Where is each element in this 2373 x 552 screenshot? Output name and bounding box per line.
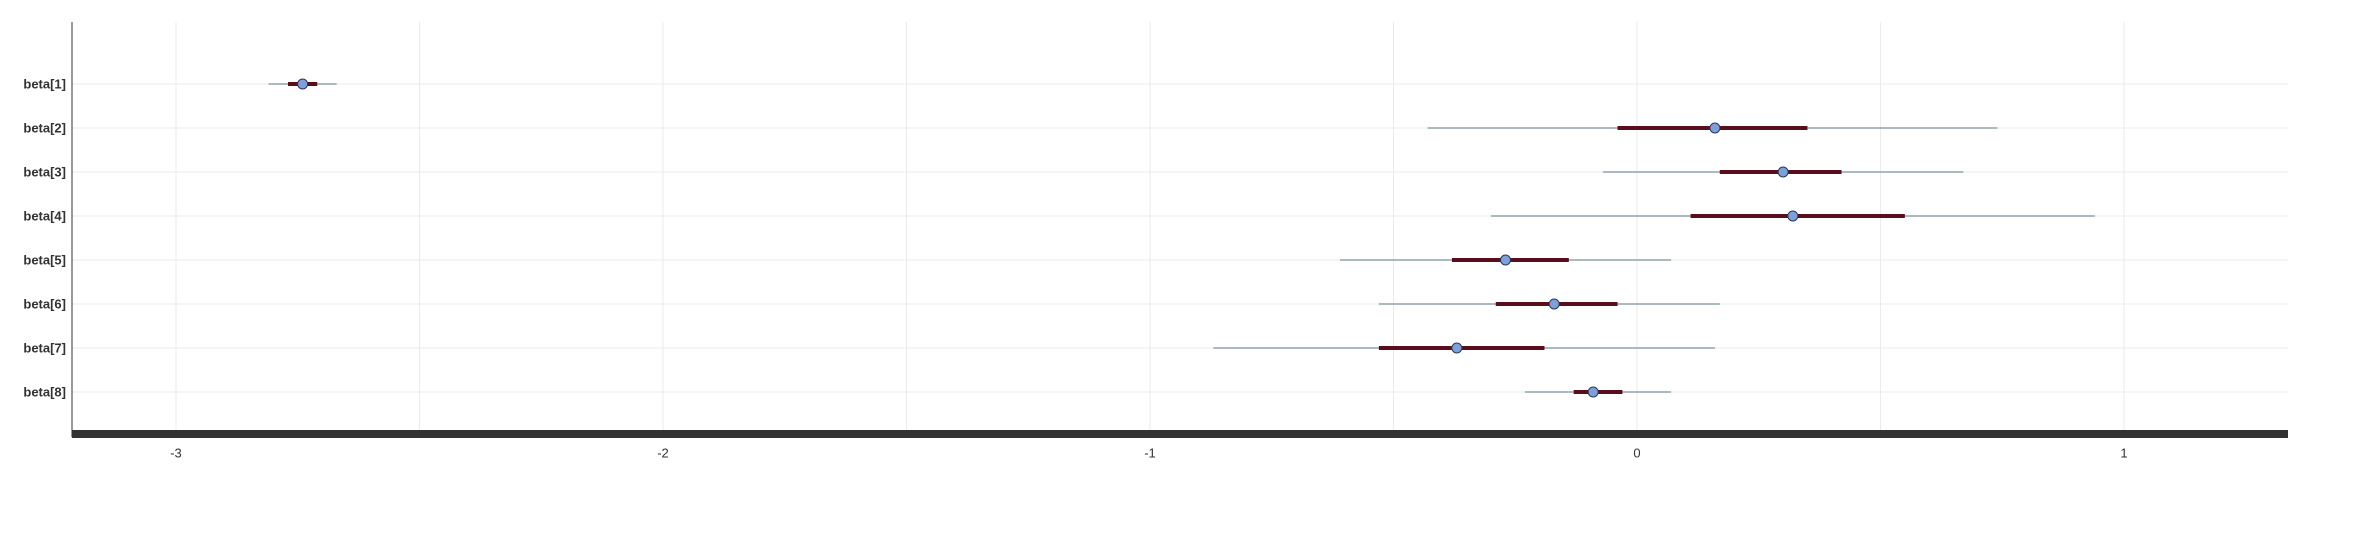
point-estimate (1548, 298, 1560, 310)
y-tick-label: beta[8] (23, 384, 66, 399)
point-estimate (1709, 122, 1721, 134)
x-tick-label: 0 (1633, 446, 1640, 461)
axes (71, 22, 2288, 438)
point-estimate (1500, 254, 1512, 266)
y-tick-labels: beta[1] beta[2] beta[3] beta[4] beta[5] beta[… (23, 76, 66, 399)
point-estimate (297, 78, 309, 90)
y-tick-label: beta[1] (23, 76, 66, 91)
x-tick-label: -3 (170, 446, 182, 461)
x-tick-label: -2 (657, 446, 669, 461)
point-estimate (1451, 342, 1463, 354)
y-tick-label: beta[6] (23, 296, 66, 311)
y-tick-label: beta[7] (23, 340, 66, 355)
x-tick-labels: -3 -2 -1 0 1 (170, 446, 2127, 461)
y-tick-label: beta[2] (23, 120, 66, 135)
x-tick-label: 1 (2120, 446, 2127, 461)
point-estimate (1587, 386, 1599, 398)
y-tick-label: beta[3] (23, 164, 66, 179)
intervals (268, 78, 2095, 398)
y-tick-label: beta[4] (23, 208, 66, 223)
grid-lines (72, 22, 2288, 430)
point-estimate (1787, 210, 1799, 222)
x-tick-label: -1 (1144, 446, 1156, 461)
point-estimate (1777, 166, 1789, 178)
y-tick-label: beta[5] (23, 252, 66, 267)
x-axis-bar (72, 430, 2288, 438)
